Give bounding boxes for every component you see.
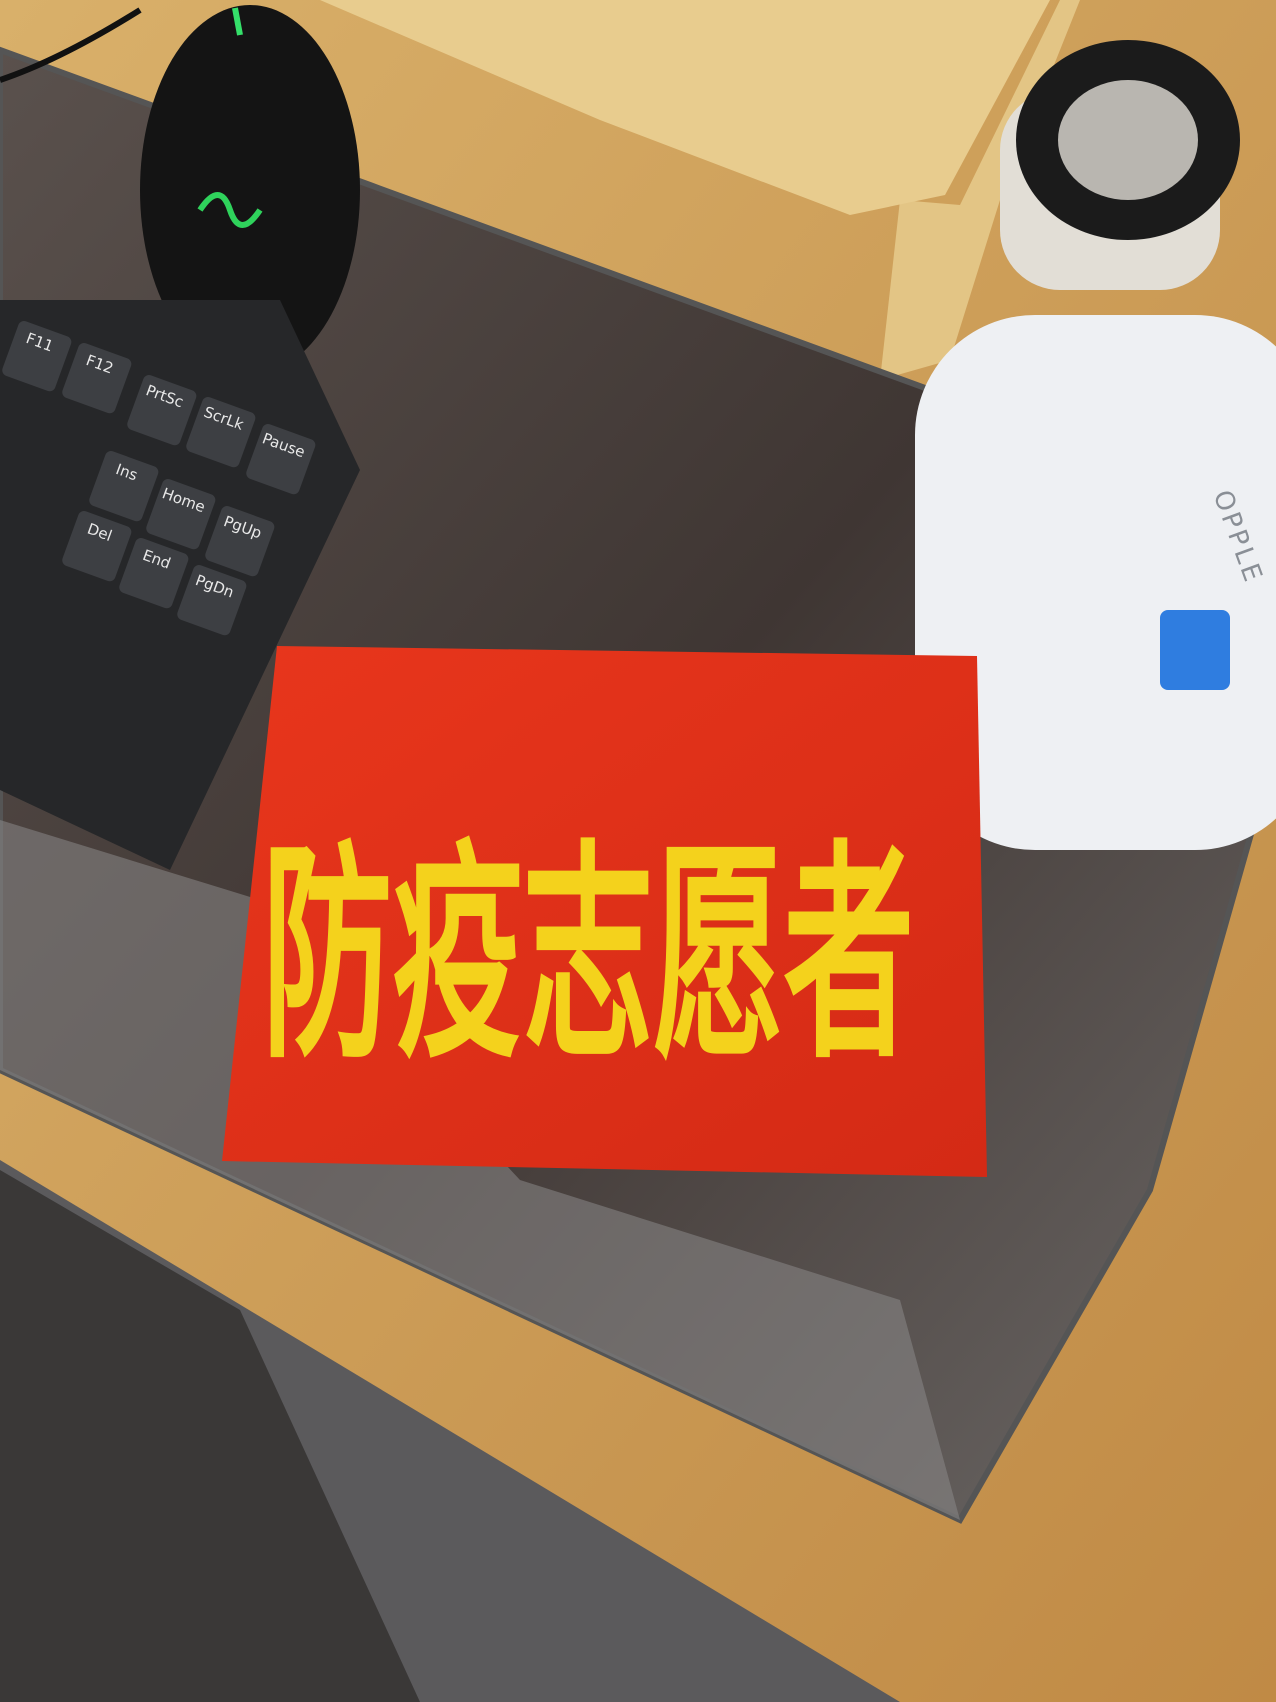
key [205, 506, 275, 577]
mouse-light [232, 7, 243, 36]
key [177, 565, 247, 636]
key [62, 343, 132, 414]
cup-cap [1058, 80, 1198, 200]
key [246, 424, 316, 495]
keys: F11F12PrtScScrLkPauseInsHomePgUpDelEndPg… [2, 321, 316, 636]
key [89, 451, 159, 522]
key [146, 479, 216, 550]
mouse [140, 5, 360, 375]
armband-text: 防疫志愿者 [262, 821, 914, 1090]
armband [222, 646, 987, 1177]
key [186, 397, 256, 468]
lamp-sticker [1160, 610, 1230, 690]
key [2, 321, 72, 392]
mouse-logo [197, 192, 263, 228]
mouse-cable [0, 7, 142, 83]
floor-shadow [0, 1170, 420, 1702]
key [119, 538, 189, 609]
lamp [915, 315, 1276, 850]
shelf-top [320, 0, 1050, 215]
key [62, 511, 132, 582]
key [127, 375, 197, 446]
